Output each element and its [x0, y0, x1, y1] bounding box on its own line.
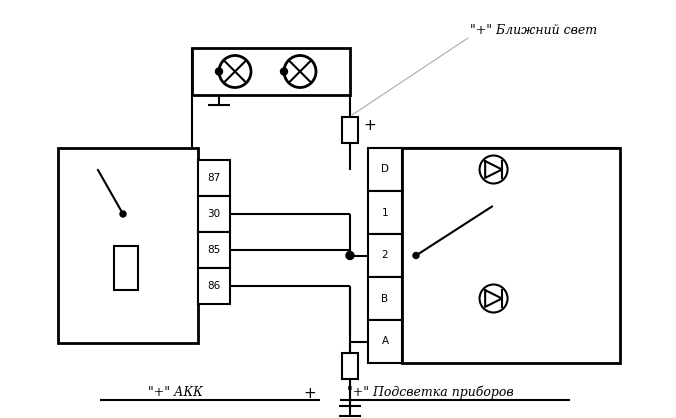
Bar — [402, 148, 620, 363]
Text: B: B — [381, 293, 389, 303]
Text: +: + — [304, 385, 316, 400]
Bar — [198, 268, 230, 304]
Text: 86: 86 — [208, 281, 220, 291]
Bar — [198, 160, 230, 196]
Text: 85: 85 — [208, 245, 220, 255]
Text: 30: 30 — [208, 209, 220, 219]
Bar — [368, 191, 402, 234]
Circle shape — [281, 68, 287, 75]
Circle shape — [346, 252, 354, 260]
Bar — [342, 353, 358, 379]
Text: 87: 87 — [208, 173, 220, 183]
Text: A: A — [381, 336, 389, 347]
Text: 2: 2 — [382, 250, 388, 260]
Text: +: + — [364, 117, 377, 133]
Circle shape — [479, 155, 508, 184]
Circle shape — [479, 285, 508, 313]
Bar — [368, 320, 402, 363]
Bar — [198, 232, 230, 268]
Text: D: D — [381, 165, 389, 174]
Bar — [58, 148, 198, 343]
Bar — [368, 277, 402, 320]
Text: "+" Ближний свет: "+" Ближний свет — [470, 23, 597, 36]
Circle shape — [284, 56, 316, 87]
Text: "+" АКК: "+" АКК — [147, 385, 202, 398]
Circle shape — [216, 68, 222, 75]
Bar — [342, 117, 358, 143]
Bar — [368, 148, 402, 191]
Text: 1: 1 — [382, 207, 388, 217]
Circle shape — [413, 252, 419, 258]
Bar — [198, 196, 230, 232]
Bar — [192, 48, 350, 95]
Bar — [368, 234, 402, 277]
Circle shape — [120, 211, 126, 217]
Circle shape — [219, 56, 251, 87]
Bar — [114, 246, 138, 290]
Text: "+" Подсветка приборов: "+" Подсветка приборов — [347, 385, 513, 399]
